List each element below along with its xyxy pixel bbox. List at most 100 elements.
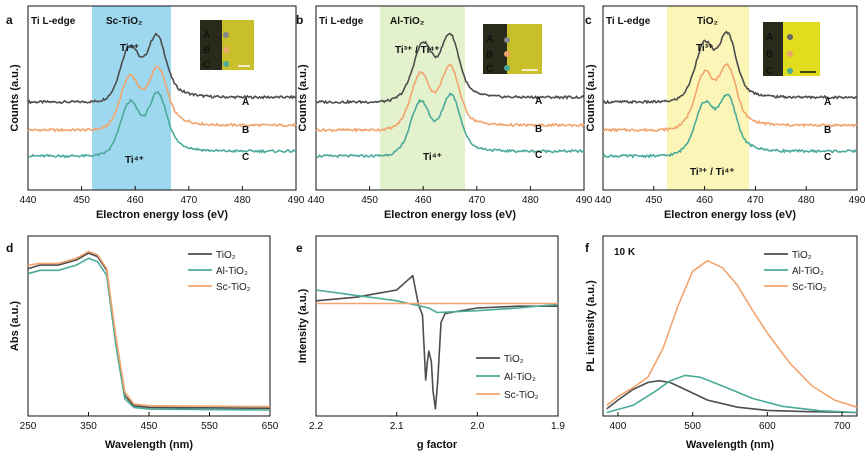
panel-b: 440 450 460 470 480 490 b Ti L-edge Al-TiO₂ T… (296, 5, 593, 221)
series-line-c (315, 91, 585, 159)
plot-frame (27, 5, 297, 191)
series-line-a (602, 30, 858, 105)
inset-marker-b (504, 51, 510, 57)
y-axis-label: Abs (a.u.) (9, 301, 21, 351)
legend-label: Al-TiO₂ (504, 372, 536, 383)
x-axis-label: Electron energy loss (eV) (384, 209, 516, 221)
y-axis-label: Counts (a.u.) (297, 64, 309, 132)
series-line-0 (606, 379, 858, 414)
x-tick-label: 480 (522, 195, 539, 206)
legend-label: Sc-TiO₂ (504, 390, 539, 401)
x-tick-label: 450 (73, 195, 90, 206)
panel-f: 400 500 600 700 f 10 K TiO₂ Al-TiO₂ Sc-TiO₂… (585, 235, 858, 451)
series-line-a (315, 32, 585, 105)
x-tick-label: 460 (127, 195, 144, 206)
x-tick-label: 550 (201, 421, 218, 432)
trace-label-c: C (535, 150, 542, 161)
series-line-b (27, 65, 297, 133)
trace-label-b: B (535, 124, 542, 135)
x-tick-label: 600 (759, 421, 776, 432)
inset-letter-b: B (766, 49, 773, 60)
inset-marker-b (787, 51, 793, 57)
x-axis-label: Wavelength (nm) (105, 439, 194, 451)
x-ticks: 440 450 460 470 480 490 (595, 186, 865, 206)
spectra (27, 32, 297, 159)
x-axis-label: g factor (417, 439, 458, 451)
trace-label-a: A (242, 97, 249, 108)
x-tick-label: 450 (141, 421, 158, 432)
x-ticks: 440 450 460 470 480 490 (20, 186, 305, 206)
panel-letter: a (6, 13, 13, 27)
x-ticks: 250 350 450 550 650 (20, 412, 279, 432)
y-axis-label: Counts (a.u.) (9, 64, 21, 132)
trace-label-b: B (242, 125, 249, 136)
legend-label: TiO₂ (216, 250, 236, 261)
panel-letter: b (296, 13, 303, 27)
legend-label: TiO₂ (504, 354, 524, 365)
x-tick-label: 470 (468, 195, 485, 206)
label-edge: Ti L-edge (31, 16, 76, 27)
x-tick-label: 700 (834, 421, 851, 432)
x-tick-label: 460 (415, 195, 432, 206)
series-line-b (315, 63, 585, 133)
spectra (606, 259, 858, 414)
series-line-2 (606, 259, 858, 408)
annotation-bottom: Ti⁴⁺ (423, 152, 442, 163)
x-tick-label: 250 (20, 421, 37, 432)
x-tick-label: 2.1 (390, 421, 404, 432)
panel-letter: f (585, 241, 590, 255)
inset-letter-b: B (203, 45, 210, 56)
x-tick-label: 440 (595, 195, 612, 206)
x-tick-label: 490 (576, 195, 593, 206)
panel-d: 250 350 450 550 650 d TiO₂ Al-TiO₂ Sc-TiO₂ A… (6, 235, 279, 451)
spectra (602, 30, 858, 159)
legend: TiO₂ Al-TiO₂ Sc-TiO₂ (476, 354, 539, 401)
series-line-0 (27, 252, 271, 410)
x-tick-label: 470 (747, 195, 764, 206)
x-tick-label: 490 (288, 195, 305, 206)
annotation-bottom: Ti³⁺ / Ti⁴⁺ (690, 167, 735, 178)
legend-label: Al-TiO₂ (792, 266, 824, 277)
label-sample: TiO₂ (697, 16, 718, 27)
temperature-label: 10 K (614, 247, 636, 258)
x-tick-label: 400 (610, 421, 627, 432)
inset-letter-a: A (203, 30, 210, 41)
series-line-a (27, 32, 297, 105)
trace-label-b: B (824, 125, 831, 136)
inset-image: A B C (200, 20, 254, 71)
x-tick-label: 490 (849, 195, 865, 206)
inset-letter-c: C (766, 66, 773, 77)
inset-letter-a: A (766, 32, 773, 43)
panel-e: 2.2 2.1 2.0 1.9 e TiO₂ Al-TiO₂ Sc-TiO₂ Inte… (296, 235, 565, 451)
plot-frame (602, 235, 858, 417)
x-axis-label: Wavelength (nm) (686, 439, 775, 451)
plot-frame (602, 5, 858, 191)
label-sample: Sc-TiO₂ (106, 16, 143, 27)
inset-marker-c (787, 68, 793, 74)
annotation-bottom: Ti⁴⁺ (125, 155, 144, 166)
legend-label: Sc-TiO₂ (216, 282, 251, 293)
inset-letter-c: C (203, 60, 210, 71)
series-line-2 (27, 250, 271, 408)
trace-label-c: C (242, 152, 249, 163)
inset-marker-c (504, 65, 510, 71)
series-line-1 (27, 257, 271, 411)
inset-image: A B C (763, 22, 820, 77)
x-tick-label: 650 (262, 421, 279, 432)
y-axis-label: Intensity (a.u.) (297, 288, 309, 363)
annotation-top: Ti³⁺ (696, 43, 713, 54)
panel-letter: d (6, 241, 13, 255)
inset-letter-b: B (486, 50, 493, 61)
inset-letter-c: C (486, 64, 493, 75)
x-tick-label: 500 (684, 421, 701, 432)
trace-label-c: C (824, 152, 831, 163)
highlight-band (667, 6, 749, 190)
label-edge: Ti L-edge (606, 16, 651, 27)
inset-marker-a (223, 32, 229, 38)
inset-marker-a (504, 37, 510, 43)
series-line-c (27, 90, 297, 159)
x-ticks: 400 500 600 700 (610, 412, 851, 432)
inset-marker-c (223, 61, 229, 67)
series-line-0 (315, 274, 558, 410)
